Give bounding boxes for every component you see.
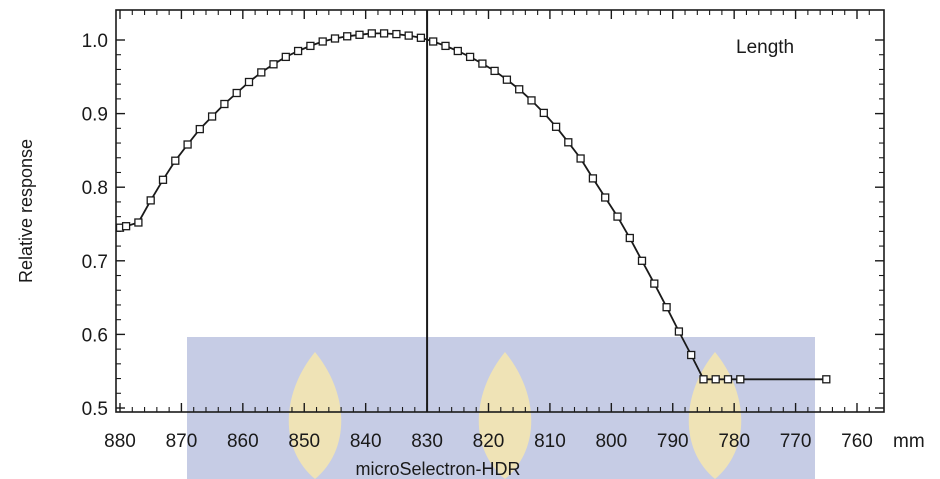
- data-point: [736, 375, 745, 384]
- data-point: [146, 196, 155, 205]
- data-point: [502, 75, 512, 84]
- x-axis-title: microSelectron-HDR: [355, 459, 520, 479]
- x-tick-label: 800: [595, 431, 627, 452]
- data-point: [564, 138, 573, 147]
- x-tick-label: 790: [657, 431, 689, 452]
- data-point: [601, 193, 610, 202]
- y-tick-label: 0.9: [82, 105, 108, 126]
- data-point: [687, 350, 696, 360]
- data-point: [293, 46, 303, 56]
- data-point: [158, 175, 168, 184]
- y-axis-title: Relative response: [16, 139, 36, 283]
- data-point: [306, 41, 315, 51]
- data-point: [416, 33, 426, 42]
- x-tick-label: 860: [227, 431, 259, 452]
- data-point: [367, 29, 376, 38]
- x-tick-label: 810: [534, 431, 566, 452]
- data-point: [551, 122, 561, 131]
- data-point: [281, 52, 290, 62]
- data-point: [343, 32, 352, 41]
- data-point: [539, 108, 548, 118]
- data-point: [637, 256, 647, 265]
- x-tick-labels: 880 870 860 850 840 830 820 810 800 790 780 770 760: [104, 431, 873, 452]
- data-point: [478, 59, 487, 68]
- x-tick-label: 870: [166, 431, 198, 452]
- axis-ticks: [116, 10, 884, 412]
- y-tick-label: 0.8: [82, 178, 108, 199]
- data-point: [711, 375, 720, 384]
- data-point: [257, 68, 266, 77]
- watermark-leaf-left: [288, 352, 342, 479]
- data-point: [429, 37, 438, 46]
- data-point: [465, 52, 475, 62]
- series-markers: [115, 29, 831, 384]
- data-point: [392, 29, 401, 39]
- data-point: [134, 218, 143, 227]
- data-point: [355, 30, 364, 39]
- data-point: [244, 77, 254, 87]
- x-tick-label: 830: [411, 431, 443, 452]
- data-point: [662, 303, 671, 312]
- y-tick-label: 0.7: [82, 252, 108, 273]
- data-point: [625, 233, 634, 243]
- y-tick-label: 1.0: [82, 31, 108, 52]
- watermark-leaf-right: [688, 352, 742, 479]
- data-point: [527, 96, 536, 105]
- watermark-leaf-center: [478, 352, 532, 479]
- data-point: [613, 212, 622, 221]
- data-point: [195, 124, 204, 134]
- data-point: [650, 279, 659, 288]
- y-tick-labels: 0.5 0.6 0.7 0.8 0.9 1.0: [82, 31, 108, 420]
- data-point: [379, 29, 389, 38]
- plot-frame: [115, 9, 885, 413]
- data-point: [453, 46, 462, 56]
- annotation-length: Length: [736, 37, 794, 58]
- data-point: [588, 174, 598, 183]
- data-point: [576, 154, 585, 163]
- y-tick-label: 0.6: [82, 325, 108, 346]
- data-point: [183, 140, 192, 149]
- data-point: [674, 327, 684, 336]
- data-point: [318, 37, 327, 46]
- data-point: [330, 34, 340, 43]
- data-point: [121, 222, 131, 231]
- data-point: [490, 66, 499, 76]
- data-point: [171, 156, 180, 165]
- data-point: [220, 99, 229, 109]
- x-tick-label: 760: [841, 431, 873, 452]
- data-point: [515, 85, 524, 94]
- x-tick-label: 780: [718, 431, 750, 452]
- data-point: [822, 375, 831, 384]
- x-unit-label: mm: [893, 431, 925, 452]
- x-tick-label: 820: [473, 431, 505, 452]
- data-point: [404, 31, 413, 40]
- data-point: [723, 375, 733, 384]
- x-tick-label: 880: [104, 431, 136, 452]
- data-point: [441, 41, 450, 51]
- x-tick-label: 840: [350, 431, 382, 452]
- x-tick-label: 770: [780, 431, 812, 452]
- x-tick-label: 850: [288, 431, 320, 452]
- data-point: [207, 112, 217, 121]
- series-line: [119, 32, 827, 381]
- data-point: [269, 60, 278, 69]
- data-point: [699, 375, 708, 384]
- y-tick-label: 0.5: [82, 399, 108, 420]
- data-point: [232, 88, 241, 98]
